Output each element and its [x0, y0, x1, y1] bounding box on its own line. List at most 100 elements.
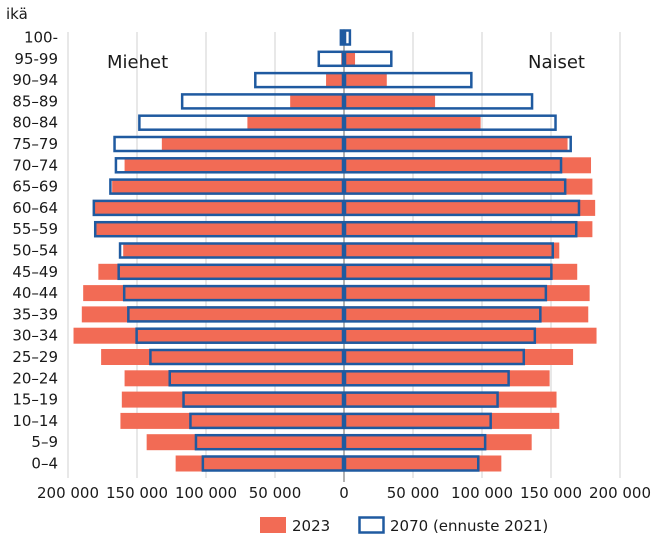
bar-2023-women-9	[344, 263, 578, 280]
bar-2070-men-19	[317, 50, 345, 68]
legend: 2023 2070 (ennuste 2021)	[260, 516, 548, 535]
y-tick-label-9: 45–49	[12, 263, 58, 281]
x-tick-label-3: 50 000	[249, 484, 302, 502]
bar-2023-men-17	[290, 93, 344, 110]
bar-2070-men-7	[127, 306, 345, 323]
women-side-label: Naiset	[528, 52, 585, 73]
y-tick-label-10: 50–54	[12, 242, 58, 260]
x-tick-label-8: 200 000	[589, 484, 651, 502]
y-tick-label-16: 80–84	[12, 114, 58, 132]
x-tick-label-5: 50 000	[387, 484, 440, 502]
bar-2023-men-6	[73, 327, 345, 344]
y-tick-label-18: 90–94	[12, 71, 58, 89]
y-tick-label-6: 30–34	[12, 327, 58, 345]
bar-2070-women-16	[343, 114, 557, 131]
bar-2070-men-16	[138, 114, 345, 131]
bar-2070-men-9	[117, 263, 345, 281]
x-tick-label-0: 200 000	[37, 484, 99, 502]
y-tick-label-20: 100-	[24, 29, 58, 47]
x-tick-label-1: 150 000	[106, 484, 168, 502]
bar-2070-men-17	[180, 93, 345, 110]
y-tick-label-5: 25–29	[12, 348, 58, 366]
bar-2023-men-8	[83, 285, 345, 302]
bar-2070-women-4	[343, 370, 510, 387]
bar-2070-women-10	[343, 242, 555, 259]
bar-2023-men-1	[146, 434, 344, 451]
bar-2023-women-2	[344, 412, 560, 429]
bar-2023-men-5	[101, 349, 345, 365]
y-tick-label-3: 15–19	[12, 391, 58, 409]
bar-2070-women-9	[343, 263, 553, 281]
bar-2023-women-13	[344, 178, 593, 195]
bar-2070-women-14	[343, 157, 563, 174]
bar-2023-women-19	[344, 50, 356, 67]
bar-2070-men-8	[122, 284, 345, 302]
bar-2023-men-11	[94, 221, 344, 238]
bar-2023-women-14	[344, 157, 592, 174]
legend-swatch-2023	[260, 517, 286, 533]
bar-2023-women-18	[344, 72, 387, 89]
bar-2023-men-16	[247, 114, 344, 131]
bar-2070-women-13	[343, 178, 567, 195]
bar-2023-men-0	[175, 455, 344, 472]
y-tick-labels: 0–4 5–9 10–14 15–19 20–24 25–29 30–34 35–39 40–4…	[12, 29, 58, 473]
y-axis-title: ikä	[6, 5, 28, 23]
bar-2070-men-14	[114, 157, 345, 174]
bar-2023-women-5	[344, 349, 574, 365]
y-tick-label-19: 95-99	[14, 50, 58, 68]
legend-label-2070: 2070 (ennuste 2021)	[390, 517, 548, 535]
x-tick-label-7: 150 000	[520, 484, 582, 502]
bar-2070-women-3	[343, 391, 499, 408]
bar-2070-men-0	[201, 455, 345, 472]
bar-2070-men-18	[254, 71, 345, 89]
bar-2070-women-11	[343, 220, 578, 238]
bar-2023-women-16	[344, 114, 481, 131]
bar-2070-women-7	[343, 306, 542, 323]
x-tick-label-4: 0	[339, 484, 349, 502]
bar-2070-men-10	[118, 242, 345, 259]
y-tick-label-2: 10–14	[12, 412, 58, 430]
y-tick-label-8: 40–44	[12, 284, 58, 302]
bar-2070-men-4	[168, 370, 345, 387]
bar-2070-women-6	[343, 327, 537, 344]
y-tick-label-1: 5–9	[31, 433, 58, 451]
bar-2023-men-18	[326, 72, 344, 89]
bar-2070-men-11	[93, 220, 345, 238]
bar-2023-men-10	[123, 242, 344, 259]
bar-2023-women-10	[344, 242, 560, 259]
bar-2070-women-12	[343, 199, 581, 217]
bar-2070-men-1	[194, 433, 345, 451]
bar-2023-women-12	[344, 199, 596, 216]
bar-2070-men-20	[339, 29, 345, 46]
x-tick-label-2: 100 000	[175, 484, 237, 502]
bar-2070-women-8	[343, 284, 548, 302]
bar-2070-men-6	[135, 327, 345, 344]
bar-2023-men-9	[98, 263, 344, 280]
bar-2023-women-0	[344, 455, 502, 472]
bar-2023-women-1	[344, 434, 532, 451]
bar-2023-women-15	[344, 136, 568, 152]
bar-2023-men-13	[112, 178, 344, 195]
y-tick-label-12: 60–64	[12, 199, 58, 217]
legend-swatch-2070	[358, 516, 385, 534]
bar-2023-women-4	[344, 370, 550, 387]
bar-2070-women-20	[343, 29, 352, 46]
bar-2023-men-14	[124, 157, 344, 174]
bar-2023-women-6	[344, 327, 597, 344]
bar-2070-women-17	[343, 93, 534, 110]
y-tick-label-15: 75–79	[12, 135, 58, 153]
bar-2070-women-0	[343, 455, 480, 472]
bar-2023-men-15	[161, 136, 344, 152]
bar-2023-men-2	[120, 412, 344, 429]
y-tick-label-13: 65–69	[12, 178, 58, 196]
bar-2023-women-3	[344, 391, 557, 408]
bar-2070-men-2	[189, 412, 345, 430]
bar-2023-men-7	[81, 306, 345, 323]
series-2070-bars	[92, 29, 581, 472]
y-tick-label-7: 35–39	[12, 305, 58, 323]
y-tick-label-17: 85–89	[12, 92, 58, 110]
y-tick-label-0: 0–4	[31, 455, 58, 473]
bar-2023-women-11	[344, 221, 593, 238]
y-tick-label-4: 20–24	[12, 369, 58, 387]
